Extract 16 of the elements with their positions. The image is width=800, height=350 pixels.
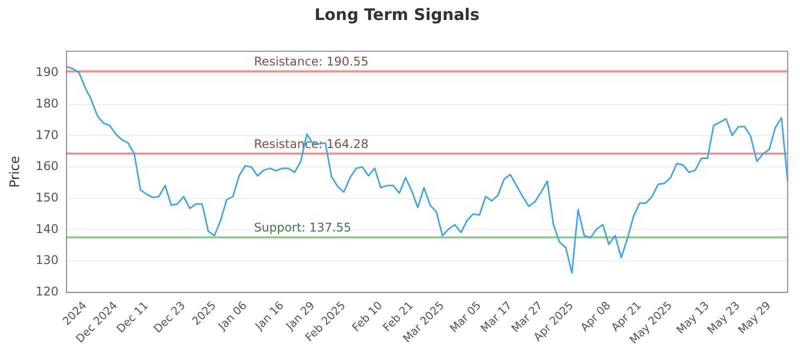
y-tick-label: 140 bbox=[36, 222, 59, 236]
y-tick-label: 180 bbox=[36, 96, 59, 111]
y-tick-label: 150 bbox=[36, 190, 59, 204]
y-tick-label: 120 bbox=[36, 284, 59, 298]
x-tick-label: Apr 08 bbox=[578, 298, 614, 334]
y-axis-title: Price bbox=[8, 156, 24, 188]
x-tick-label: Dec 23 bbox=[151, 298, 188, 336]
chart-title: Long Term Signals bbox=[314, 4, 480, 24]
y-tick-label: 190 bbox=[36, 65, 59, 80]
ref-line-label: Support: 137.55 bbox=[254, 220, 352, 234]
y-tick-label: 160 bbox=[36, 159, 59, 174]
x-tick-label: Jan 16 bbox=[252, 298, 286, 334]
x-tick-label: Jan 06 bbox=[215, 298, 250, 334]
y-tick-label: 130 bbox=[36, 253, 59, 268]
y-tick-label: 170 bbox=[36, 128, 59, 142]
ref-line-label: Resistance: 190.55 bbox=[254, 54, 369, 69]
